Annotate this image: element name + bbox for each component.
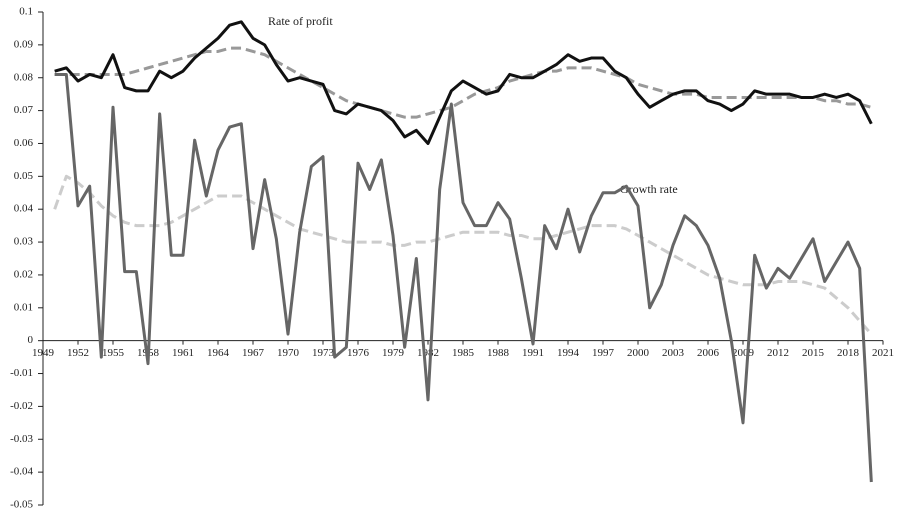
x-tick-label: 1961 — [172, 347, 194, 359]
annotation: Growth rate — [620, 182, 678, 196]
x-tick-label: 1988 — [487, 347, 510, 359]
x-tick-label: 1997 — [592, 347, 615, 359]
x-tick-label: 1979 — [382, 347, 405, 359]
x-tick-label: 1949 — [32, 347, 55, 359]
x-tick-label: 2015 — [802, 347, 825, 359]
y-tick-label: 0.09 — [14, 38, 34, 50]
x-tick-label: 1976 — [347, 347, 370, 359]
y-tick-label: -0.01 — [10, 367, 33, 379]
y-tick-label: -0.03 — [10, 433, 33, 445]
x-tick-label: 1985 — [452, 347, 475, 359]
x-tick-label: 1955 — [102, 347, 125, 359]
annotation: Rate of profit — [268, 14, 333, 28]
y-tick-label: 0.05 — [14, 170, 34, 182]
series-line — [54, 20, 873, 145]
x-tick-label: 2009 — [732, 347, 755, 359]
y-tick-label: 0.04 — [14, 203, 34, 215]
y-tick-label: 0.07 — [14, 104, 34, 116]
x-tick-label: 2012 — [767, 347, 789, 359]
series-line — [54, 72, 873, 483]
x-tick-label: 1982 — [417, 347, 439, 359]
x-tick-label: 1994 — [557, 347, 580, 359]
y-tick-label: 0.02 — [14, 268, 33, 280]
y-tick-label: -0.05 — [10, 499, 33, 511]
y-tick-label: 0.06 — [14, 137, 34, 149]
x-tick-label: 1970 — [277, 347, 300, 359]
y-tick-label: 0.03 — [14, 236, 34, 248]
x-tick-label: 2000 — [627, 347, 650, 359]
y-tick-label: 0 — [28, 334, 34, 346]
x-tick-label: 1952 — [67, 347, 89, 359]
trend-line — [54, 46, 872, 119]
trend-line — [53, 174, 873, 336]
y-tick-label: -0.02 — [10, 400, 33, 412]
x-tick-label: 1991 — [522, 347, 544, 359]
x-tick-label: 2021 — [872, 347, 894, 359]
y-tick-label: 0.01 — [14, 301, 33, 313]
x-tick-label: 1967 — [242, 347, 265, 359]
y-tick-label: 0.1 — [19, 6, 33, 18]
y-tick-label: 0.08 — [14, 71, 34, 83]
x-tick-label: 2006 — [697, 347, 720, 359]
x-tick-label: 2018 — [837, 347, 860, 359]
x-tick-label: 1973 — [312, 347, 335, 359]
y-tick-label: -0.04 — [10, 466, 33, 478]
x-tick-label: 2003 — [662, 347, 685, 359]
x-tick-label: 1964 — [207, 347, 230, 359]
